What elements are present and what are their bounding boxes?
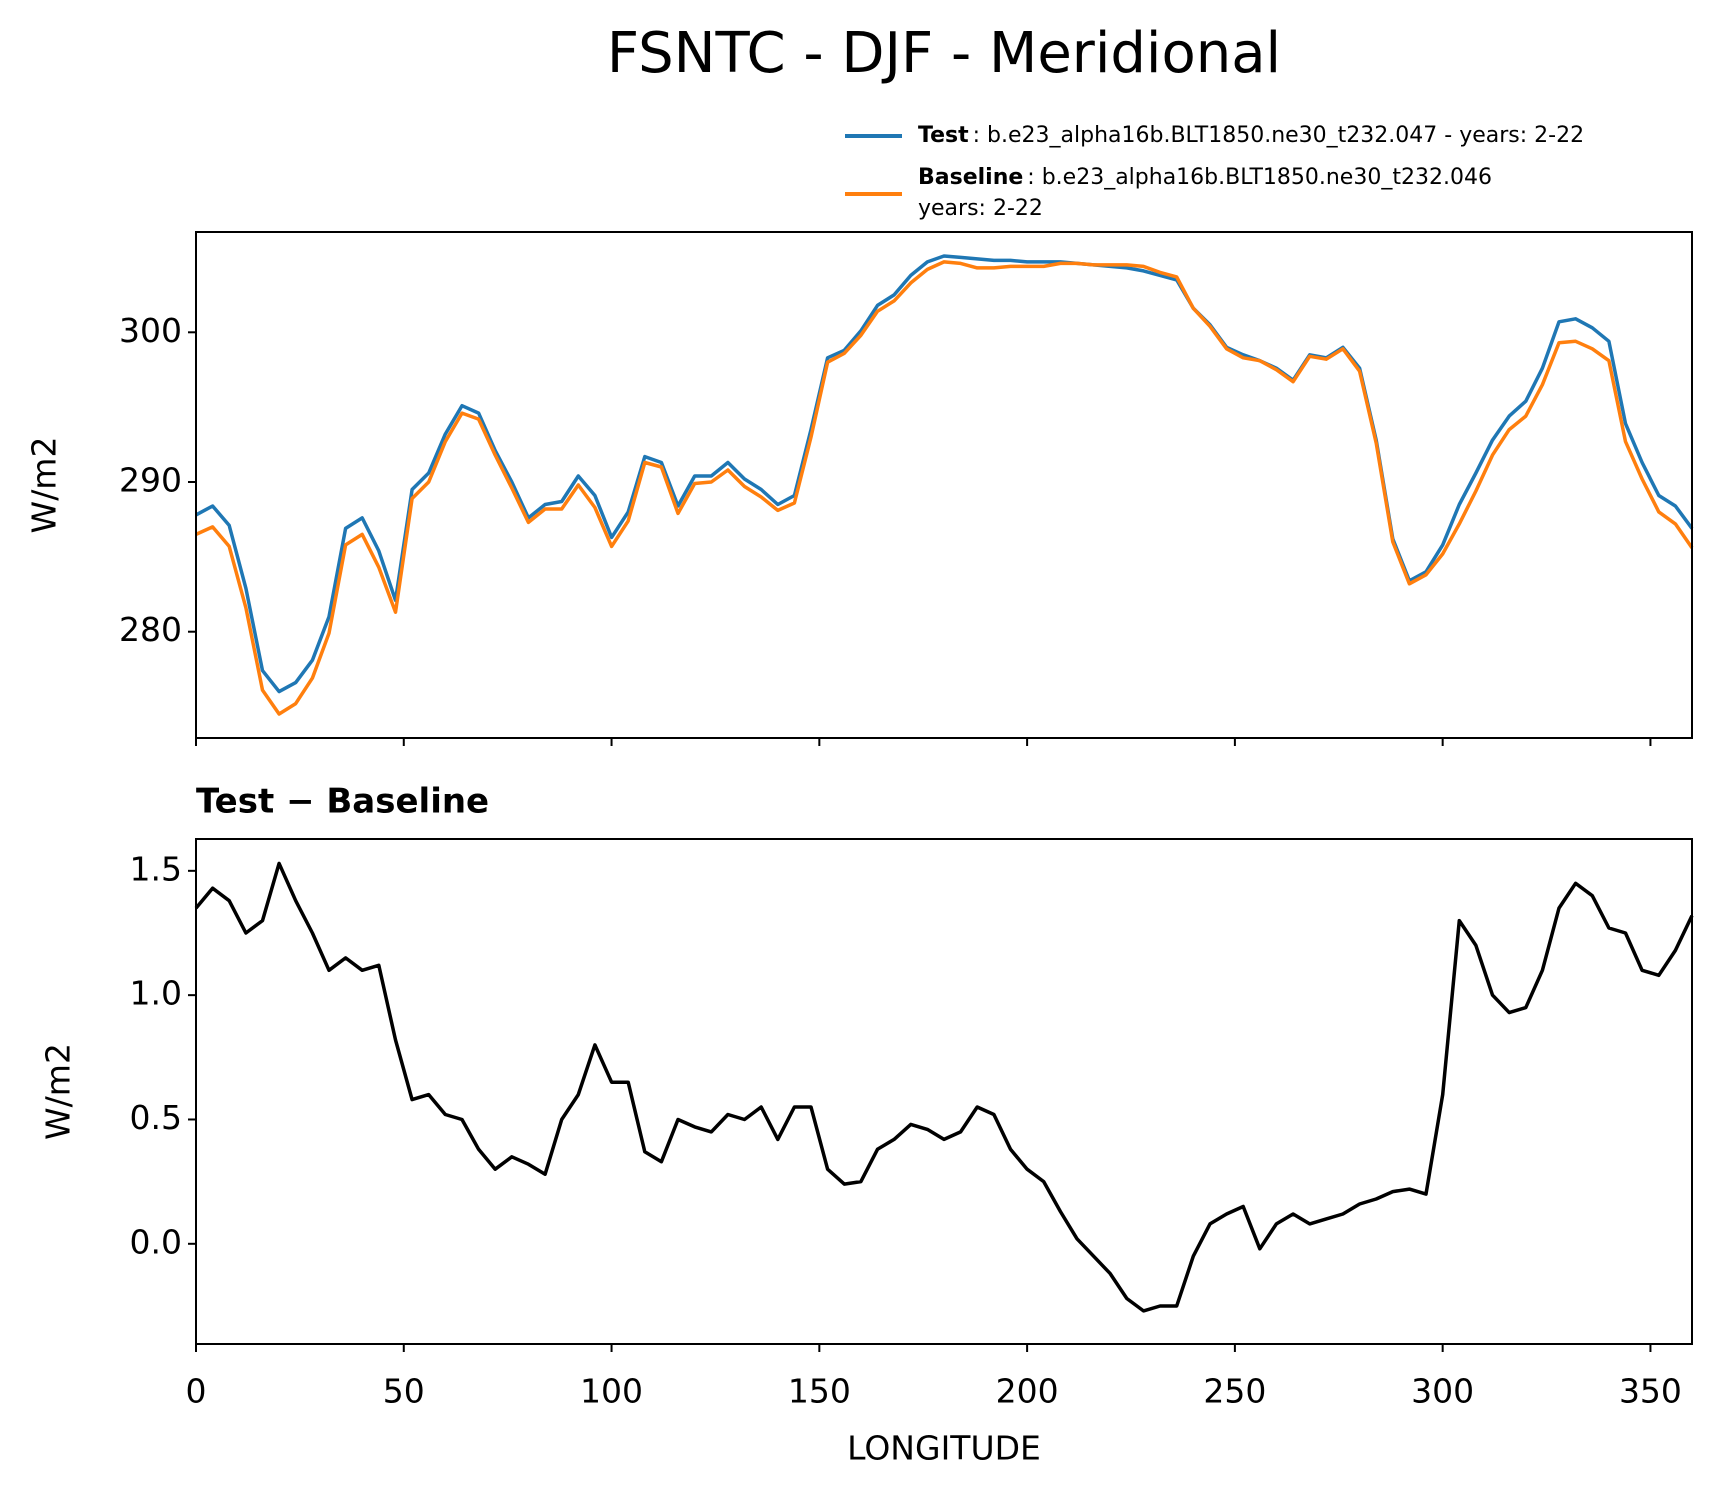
legend-name: Baseline [918, 165, 1023, 190]
data-line [194, 861, 1694, 1313]
y-tick-label: 290 [119, 461, 182, 500]
x-axis-label: LONGITUDE [847, 1429, 1041, 1468]
legend-description: : b.e23_alpha16b.BLT1850.ne30_t232.047 -… [973, 123, 1584, 148]
x-tick-label: 150 [788, 1372, 851, 1411]
x-tick-label: 350 [1619, 1372, 1682, 1411]
y-tick-label: 0.5 [130, 1098, 182, 1137]
x-tick-label: 50 [383, 1372, 425, 1411]
y-tick-label: 1.5 [130, 849, 182, 888]
y-tick-label: 300 [119, 311, 182, 350]
figure-title: FSNTC - DJF - Meridional [607, 21, 1281, 86]
legend-name: Test [918, 123, 969, 148]
x-tick-label: 100 [580, 1372, 643, 1411]
axes-frame [195, 838, 1693, 1345]
y-tick-label: 1.0 [130, 974, 182, 1013]
data-line [195, 260, 1694, 716]
axes-frame [195, 231, 1693, 739]
y-axis-label: W/m2 [39, 1043, 78, 1140]
data-line [195, 254, 1694, 694]
x-tick-label: 200 [996, 1372, 1059, 1411]
x-tick-label: 0 [186, 1372, 207, 1411]
legend-description: years: 2-22 [918, 196, 1043, 221]
y-tick-label: 280 [119, 610, 182, 649]
subplot-title: Test − Baseline [196, 782, 489, 822]
legend-description: : b.e23_alpha16b.BLT1850.ne30_t232.046 [1027, 165, 1492, 190]
x-tick-label: 300 [1411, 1372, 1474, 1411]
y-axis-label: W/m2 [25, 437, 64, 534]
y-tick-label: 0.0 [130, 1222, 182, 1261]
x-tick-label: 250 [1203, 1372, 1266, 1411]
